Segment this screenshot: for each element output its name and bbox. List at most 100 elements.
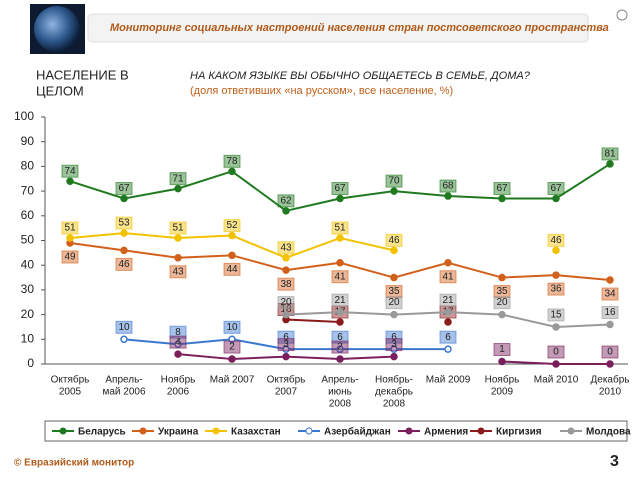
x-tick-label: Ноябрь xyxy=(161,374,196,386)
x-tick-label: Ноябрь xyxy=(485,374,520,386)
label-box xyxy=(493,182,511,196)
label-box xyxy=(61,250,79,264)
label-box xyxy=(115,257,133,271)
label-box xyxy=(385,285,403,299)
data-label: 16 xyxy=(604,307,616,318)
marker xyxy=(66,177,74,185)
label-box xyxy=(385,338,403,352)
data-label: 51 xyxy=(64,223,76,234)
data-label: 6 xyxy=(391,332,397,343)
marker xyxy=(336,258,344,267)
marker xyxy=(66,234,74,242)
marker xyxy=(552,194,560,203)
data-label: 6 xyxy=(445,332,451,343)
label-box xyxy=(331,270,349,284)
label-box xyxy=(601,287,619,301)
y-tick-label: 80 xyxy=(21,159,35,173)
data-label: 15 xyxy=(550,310,562,321)
x-tick-label: 2009 xyxy=(491,387,514,398)
data-label: 35 xyxy=(388,286,400,297)
label-box xyxy=(115,320,133,334)
label-box xyxy=(277,277,295,291)
menu-icon[interactable] xyxy=(616,9,628,21)
marker xyxy=(498,357,506,366)
x-tick-label: Декабрь xyxy=(591,374,630,386)
series-line xyxy=(286,320,448,322)
marker xyxy=(498,194,506,203)
label-box xyxy=(331,293,349,307)
marker xyxy=(552,323,560,331)
data-label: 71 xyxy=(172,173,184,184)
data-label: 67 xyxy=(334,183,346,194)
page-number: 3 xyxy=(610,453,619,470)
marker xyxy=(336,318,344,326)
header-title: Мониторинг социальных настроений населен… xyxy=(110,22,609,34)
x-tick-label: Октябрь xyxy=(51,374,90,386)
marker xyxy=(552,246,560,255)
marker xyxy=(228,231,236,240)
x-tick-label: Октябрь xyxy=(267,374,306,386)
header-bar xyxy=(87,13,589,43)
marker xyxy=(390,246,398,255)
x-tick-label: 2008 xyxy=(329,399,352,410)
marker xyxy=(336,345,344,353)
x-tick-label: июнь xyxy=(328,387,352,398)
label-box xyxy=(277,296,295,310)
marker xyxy=(282,310,290,319)
x-tick-label: май 2006 xyxy=(102,387,145,398)
label-box xyxy=(601,305,619,319)
label-box xyxy=(493,343,511,357)
legend-marker xyxy=(477,427,485,435)
data-label: 1 xyxy=(499,344,505,355)
marker xyxy=(336,308,344,316)
label-box xyxy=(223,219,241,233)
marker xyxy=(390,310,398,319)
marker xyxy=(120,246,128,255)
marker xyxy=(390,352,398,361)
legend-label: Казахстан xyxy=(231,427,281,438)
label-box xyxy=(169,335,187,349)
legend-marker xyxy=(212,427,220,435)
data-label: 21 xyxy=(442,295,454,306)
label-box xyxy=(439,330,457,344)
data-label: 78 xyxy=(226,156,238,167)
legend-marker xyxy=(305,427,313,435)
data-label: 8 xyxy=(175,327,181,338)
x-tick-label: Ноябрь- xyxy=(375,374,413,386)
label-box xyxy=(169,172,187,186)
legend-marker xyxy=(567,427,575,435)
y-tick-label: 40 xyxy=(21,257,35,271)
y-tick-label: 90 xyxy=(21,134,35,148)
label-box xyxy=(547,182,565,196)
data-label: 81 xyxy=(604,149,616,160)
label-box xyxy=(61,164,79,178)
legend-label: Азербайджан xyxy=(324,426,391,438)
data-label: 35 xyxy=(496,286,508,297)
marker xyxy=(552,360,560,368)
data-label: 62 xyxy=(280,196,292,207)
heading: ЦЕЛОМ xyxy=(36,83,84,98)
marker xyxy=(444,258,452,267)
label-box xyxy=(547,282,565,296)
marker xyxy=(606,360,614,368)
x-tick-label: 2006 xyxy=(167,387,190,398)
label-box xyxy=(277,241,295,255)
data-label: 41 xyxy=(334,271,346,282)
y-tick-label: 30 xyxy=(21,282,35,296)
series-line xyxy=(70,233,556,258)
marker xyxy=(552,271,560,279)
label-box xyxy=(601,147,619,161)
y-tick-label: 100 xyxy=(14,109,34,123)
marker xyxy=(120,229,128,237)
y-tick-label: 10 xyxy=(21,331,35,345)
data-label: 68 xyxy=(442,181,454,192)
label-box xyxy=(277,330,295,344)
data-label: 74 xyxy=(64,166,76,177)
label-box xyxy=(277,338,295,352)
legend-marker xyxy=(59,427,67,435)
data-label: 6 xyxy=(283,332,289,343)
data-label: 51 xyxy=(334,223,346,234)
globe-logo xyxy=(34,6,80,52)
marker xyxy=(444,318,452,326)
